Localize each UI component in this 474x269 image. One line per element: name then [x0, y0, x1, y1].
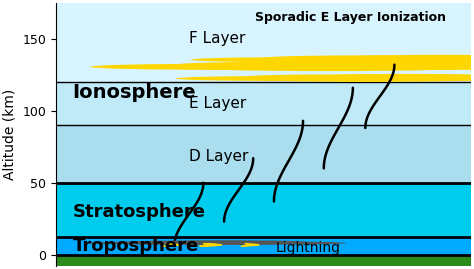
- Text: F Layer: F Layer: [189, 31, 245, 46]
- Ellipse shape: [191, 57, 403, 62]
- Ellipse shape: [121, 242, 256, 245]
- Ellipse shape: [163, 242, 298, 245]
- Text: Ionosphere: Ionosphere: [73, 83, 196, 101]
- Y-axis label: Altitude (km): Altitude (km): [3, 89, 17, 180]
- Ellipse shape: [251, 76, 474, 82]
- Ellipse shape: [272, 57, 474, 63]
- Text: Lightning: Lightning: [276, 240, 341, 254]
- Ellipse shape: [315, 74, 474, 79]
- Bar: [56, 82, 471, 125]
- Bar: [56, 238, 471, 255]
- Ellipse shape: [126, 242, 238, 244]
- Bar: [56, 3, 471, 82]
- Ellipse shape: [175, 76, 373, 81]
- Bar: [56, 255, 471, 266]
- Ellipse shape: [246, 75, 419, 79]
- Ellipse shape: [84, 242, 196, 244]
- Text: E Layer: E Layer: [189, 96, 246, 111]
- Text: Troposphere: Troposphere: [73, 237, 199, 255]
- Ellipse shape: [201, 240, 305, 243]
- Ellipse shape: [125, 241, 222, 243]
- Ellipse shape: [177, 62, 395, 67]
- Ellipse shape: [356, 76, 474, 81]
- Ellipse shape: [90, 64, 337, 70]
- Text: Stratosphere: Stratosphere: [73, 203, 206, 221]
- Bar: [56, 183, 471, 238]
- Ellipse shape: [159, 240, 264, 243]
- Text: D Layer: D Layer: [189, 149, 248, 164]
- Ellipse shape: [227, 242, 346, 245]
- Ellipse shape: [185, 64, 474, 71]
- Ellipse shape: [264, 61, 474, 67]
- Ellipse shape: [185, 242, 305, 245]
- Text: Sporadic E Layer Ionization: Sporadic E Layer Ionization: [255, 11, 446, 24]
- Ellipse shape: [384, 57, 474, 62]
- Ellipse shape: [167, 241, 264, 243]
- Ellipse shape: [340, 55, 474, 60]
- Bar: [56, 125, 471, 183]
- Ellipse shape: [316, 63, 474, 70]
- Ellipse shape: [265, 55, 453, 60]
